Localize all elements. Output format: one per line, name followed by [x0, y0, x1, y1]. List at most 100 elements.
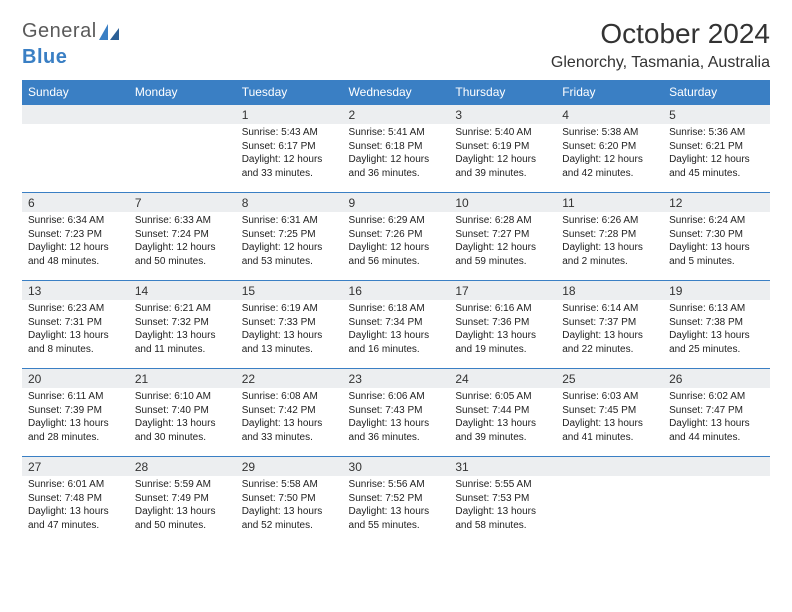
day-number: 2: [343, 104, 450, 124]
day-number: 15: [236, 280, 343, 300]
day-number: 17: [449, 280, 556, 300]
calendar-cell: [22, 104, 129, 192]
calendar-cell: 29Sunrise: 5:58 AMSunset: 7:50 PMDayligh…: [236, 456, 343, 544]
day-content: Sunrise: 5:36 AMSunset: 6:21 PMDaylight:…: [663, 124, 770, 184]
calendar-cell: 19Sunrise: 6:13 AMSunset: 7:38 PMDayligh…: [663, 280, 770, 368]
calendar-cell: 3Sunrise: 5:40 AMSunset: 6:19 PMDaylight…: [449, 104, 556, 192]
day-number: 3: [449, 104, 556, 124]
calendar-cell: 5Sunrise: 5:36 AMSunset: 6:21 PMDaylight…: [663, 104, 770, 192]
day-number: 5: [663, 104, 770, 124]
calendar-cell: 2Sunrise: 5:41 AMSunset: 6:18 PMDaylight…: [343, 104, 450, 192]
day-content: Sunrise: 6:11 AMSunset: 7:39 PMDaylight:…: [22, 388, 129, 448]
day-number: 24: [449, 368, 556, 388]
calendar-week-row: 20Sunrise: 6:11 AMSunset: 7:39 PMDayligh…: [22, 368, 770, 456]
location: Glenorchy, Tasmania, Australia: [551, 54, 770, 72]
title-block: October 2024 Glenorchy, Tasmania, Austra…: [551, 18, 770, 72]
day-content: Sunrise: 6:23 AMSunset: 7:31 PMDaylight:…: [22, 300, 129, 360]
day-content: Sunrise: 5:55 AMSunset: 7:53 PMDaylight:…: [449, 476, 556, 536]
calendar-cell: 7Sunrise: 6:33 AMSunset: 7:24 PMDaylight…: [129, 192, 236, 280]
calendar-week-row: 1Sunrise: 5:43 AMSunset: 6:17 PMDaylight…: [22, 104, 770, 192]
calendar-cell: 25Sunrise: 6:03 AMSunset: 7:45 PMDayligh…: [556, 368, 663, 456]
calendar-cell: 31Sunrise: 5:55 AMSunset: 7:53 PMDayligh…: [449, 456, 556, 544]
logo-text: General Blue: [22, 20, 121, 69]
day-content: Sunrise: 6:08 AMSunset: 7:42 PMDaylight:…: [236, 388, 343, 448]
day-content: Sunrise: 6:26 AMSunset: 7:28 PMDaylight:…: [556, 212, 663, 272]
day-number: 11: [556, 192, 663, 212]
day-number: 6: [22, 192, 129, 212]
calendar-cell: [663, 456, 770, 544]
day-number: 19: [663, 280, 770, 300]
day-content: Sunrise: 6:33 AMSunset: 7:24 PMDaylight:…: [129, 212, 236, 272]
calendar-cell: 27Sunrise: 6:01 AMSunset: 7:48 PMDayligh…: [22, 456, 129, 544]
day-number: 7: [129, 192, 236, 212]
day-content: Sunrise: 6:06 AMSunset: 7:43 PMDaylight:…: [343, 388, 450, 448]
day-number: 14: [129, 280, 236, 300]
day-content: Sunrise: 5:59 AMSunset: 7:49 PMDaylight:…: [129, 476, 236, 536]
calendar-cell: 15Sunrise: 6:19 AMSunset: 7:33 PMDayligh…: [236, 280, 343, 368]
day-content: Sunrise: 6:21 AMSunset: 7:32 PMDaylight:…: [129, 300, 236, 360]
day-content: Sunrise: 6:01 AMSunset: 7:48 PMDaylight:…: [22, 476, 129, 536]
calendar-head: SundayMondayTuesdayWednesdayThursdayFrid…: [22, 80, 770, 104]
logo: General Blue: [22, 18, 121, 69]
calendar-table: SundayMondayTuesdayWednesdayThursdayFrid…: [22, 80, 770, 544]
calendar-cell: 8Sunrise: 6:31 AMSunset: 7:25 PMDaylight…: [236, 192, 343, 280]
day-number: 4: [556, 104, 663, 124]
logo-sails-icon: [99, 23, 121, 46]
calendar-cell: 13Sunrise: 6:23 AMSunset: 7:31 PMDayligh…: [22, 280, 129, 368]
day-content: Sunrise: 5:58 AMSunset: 7:50 PMDaylight:…: [236, 476, 343, 536]
day-content: Sunrise: 6:31 AMSunset: 7:25 PMDaylight:…: [236, 212, 343, 272]
day-header-row: SundayMondayTuesdayWednesdayThursdayFrid…: [22, 80, 770, 104]
logo-word1: General: [22, 20, 97, 42]
day-number: 12: [663, 192, 770, 212]
calendar-cell: 28Sunrise: 5:59 AMSunset: 7:49 PMDayligh…: [129, 456, 236, 544]
day-content: Sunrise: 6:16 AMSunset: 7:36 PMDaylight:…: [449, 300, 556, 360]
empty-day: [556, 456, 663, 476]
day-content: Sunrise: 5:56 AMSunset: 7:52 PMDaylight:…: [343, 476, 450, 536]
day-number: 21: [129, 368, 236, 388]
calendar-cell: 23Sunrise: 6:06 AMSunset: 7:43 PMDayligh…: [343, 368, 450, 456]
day-header: Friday: [556, 80, 663, 104]
calendar-cell: 18Sunrise: 6:14 AMSunset: 7:37 PMDayligh…: [556, 280, 663, 368]
calendar-cell: [556, 456, 663, 544]
day-number: 8: [236, 192, 343, 212]
day-number: 20: [22, 368, 129, 388]
day-number: 26: [663, 368, 770, 388]
calendar-week-row: 13Sunrise: 6:23 AMSunset: 7:31 PMDayligh…: [22, 280, 770, 368]
day-content: Sunrise: 6:34 AMSunset: 7:23 PMDaylight:…: [22, 212, 129, 272]
calendar-cell: 10Sunrise: 6:28 AMSunset: 7:27 PMDayligh…: [449, 192, 556, 280]
day-number: 30: [343, 456, 450, 476]
empty-day: [22, 104, 129, 124]
day-number: 13: [22, 280, 129, 300]
day-header: Thursday: [449, 80, 556, 104]
header: General Blue October 2024 Glenorchy, Tasm…: [22, 18, 770, 72]
calendar-page: General Blue October 2024 Glenorchy, Tasm…: [0, 0, 792, 554]
calendar-cell: 6Sunrise: 6:34 AMSunset: 7:23 PMDaylight…: [22, 192, 129, 280]
calendar-cell: 20Sunrise: 6:11 AMSunset: 7:39 PMDayligh…: [22, 368, 129, 456]
day-content: Sunrise: 6:29 AMSunset: 7:26 PMDaylight:…: [343, 212, 450, 272]
calendar-cell: 21Sunrise: 6:10 AMSunset: 7:40 PMDayligh…: [129, 368, 236, 456]
day-content: Sunrise: 6:18 AMSunset: 7:34 PMDaylight:…: [343, 300, 450, 360]
calendar-cell: 24Sunrise: 6:05 AMSunset: 7:44 PMDayligh…: [449, 368, 556, 456]
month-title: October 2024: [551, 18, 770, 50]
day-number: 29: [236, 456, 343, 476]
day-header: Tuesday: [236, 80, 343, 104]
empty-day: [663, 456, 770, 476]
calendar-cell: 30Sunrise: 5:56 AMSunset: 7:52 PMDayligh…: [343, 456, 450, 544]
day-content: Sunrise: 6:05 AMSunset: 7:44 PMDaylight:…: [449, 388, 556, 448]
calendar-cell: 22Sunrise: 6:08 AMSunset: 7:42 PMDayligh…: [236, 368, 343, 456]
day-number: 23: [343, 368, 450, 388]
calendar-cell: 11Sunrise: 6:26 AMSunset: 7:28 PMDayligh…: [556, 192, 663, 280]
day-content: Sunrise: 6:14 AMSunset: 7:37 PMDaylight:…: [556, 300, 663, 360]
day-content: Sunrise: 5:43 AMSunset: 6:17 PMDaylight:…: [236, 124, 343, 184]
logo-word2: Blue: [22, 46, 67, 68]
calendar-week-row: 27Sunrise: 6:01 AMSunset: 7:48 PMDayligh…: [22, 456, 770, 544]
day-content: Sunrise: 6:02 AMSunset: 7:47 PMDaylight:…: [663, 388, 770, 448]
day-number: 1: [236, 104, 343, 124]
day-content: Sunrise: 6:28 AMSunset: 7:27 PMDaylight:…: [449, 212, 556, 272]
calendar-cell: 4Sunrise: 5:38 AMSunset: 6:20 PMDaylight…: [556, 104, 663, 192]
calendar-body: 1Sunrise: 5:43 AMSunset: 6:17 PMDaylight…: [22, 104, 770, 544]
day-number: 18: [556, 280, 663, 300]
day-number: 28: [129, 456, 236, 476]
day-number: 31: [449, 456, 556, 476]
calendar-cell: 12Sunrise: 6:24 AMSunset: 7:30 PMDayligh…: [663, 192, 770, 280]
